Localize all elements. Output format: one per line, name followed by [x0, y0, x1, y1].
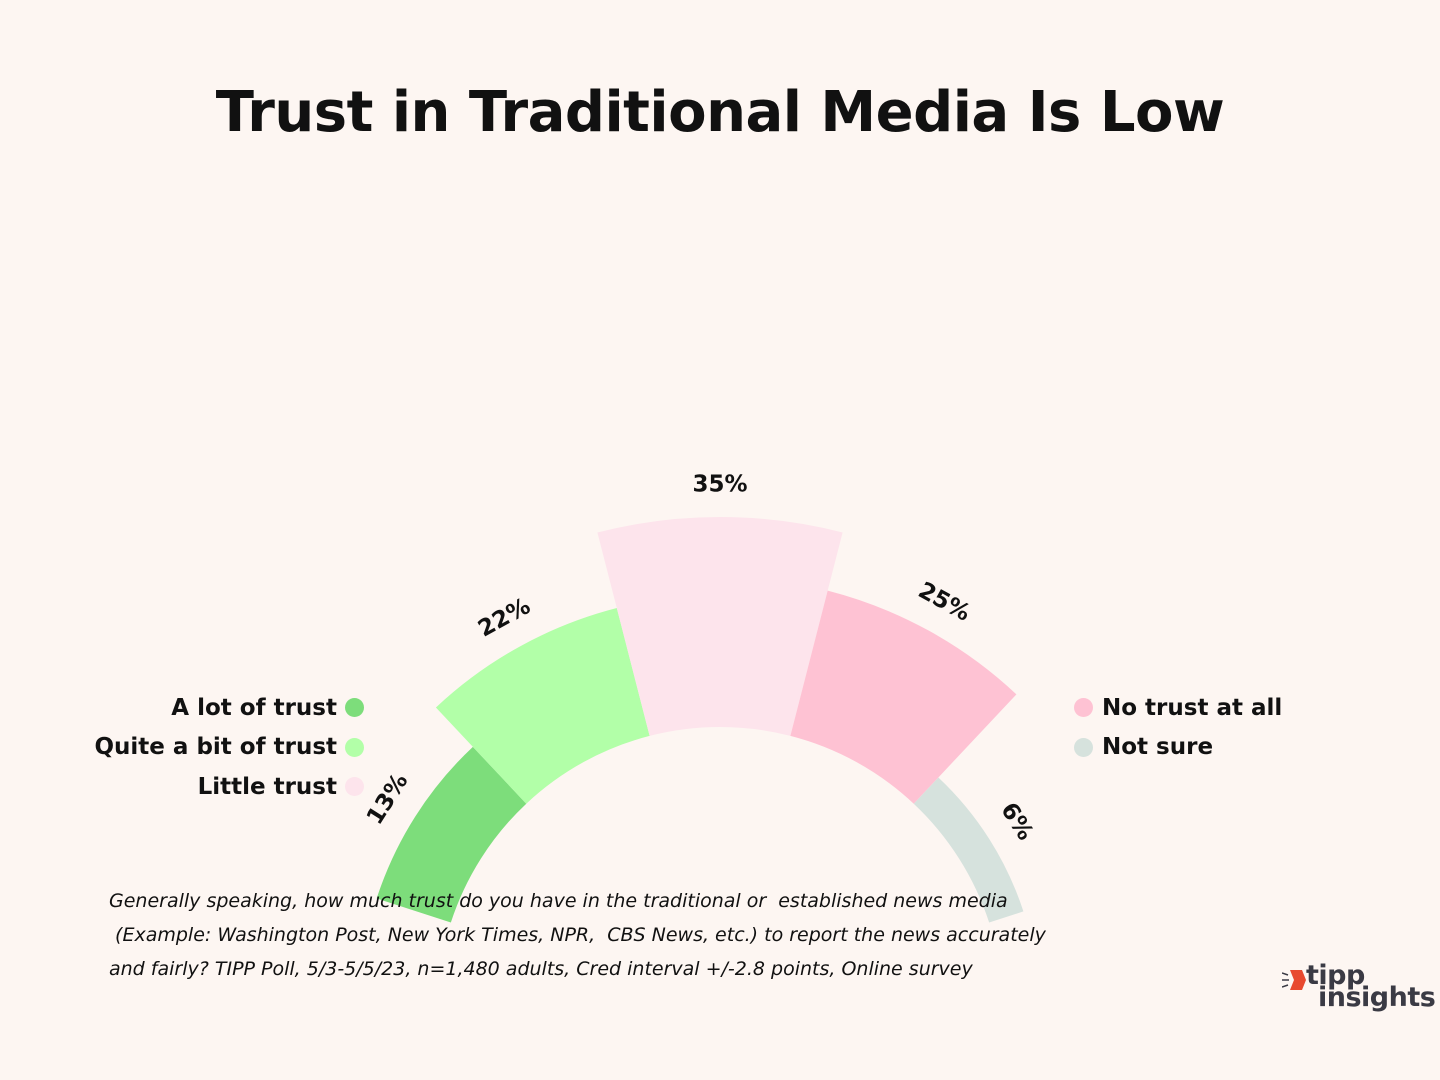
legend-label: Not sure — [1102, 734, 1214, 761]
footnote: Generally speaking, how much trust do yo… — [109, 884, 1109, 986]
bar-no-trust-at-all — [790, 590, 1017, 804]
logo-arrow-icon — [1282, 970, 1306, 990]
logo-text-tipp: tipp — [1306, 960, 1365, 991]
footnote-line: Generally speaking, how much trust do yo… — [109, 890, 1008, 912]
footnote-line: (Example: Washington Post, New York Time… — [109, 924, 1046, 946]
chart-title: Trust in Traditional Media Is Low — [215, 80, 1225, 145]
legend-item-quite-a-bit-of-trust: Quite a bit of trust — [94, 728, 364, 768]
legend-right: No trust at all Not sure — [1074, 688, 1282, 767]
footnote-line: and fairly? TIPP Poll, 5/3-5/5/23, n=1,4… — [109, 958, 973, 980]
legend-swatch — [1074, 698, 1093, 718]
legend-item-no-trust-at-all: No trust at all — [1074, 688, 1282, 728]
data-label: 6% — [995, 798, 1038, 845]
bar-little-trust — [597, 517, 843, 736]
legend-swatch — [345, 777, 364, 797]
legend-item-little-trust: Little trust — [95, 767, 364, 807]
data-label: 25% — [914, 577, 975, 626]
legend-swatch — [345, 698, 364, 718]
bar-quite-a-bit-of-trust — [435, 608, 650, 804]
legend-label: Little trust — [197, 773, 337, 800]
bar-not-sure — [913, 777, 1024, 923]
data-label: 13% — [362, 769, 413, 829]
legend-item-a-lot-of-trust: A lot of trust — [95, 688, 364, 728]
legend-label: Quite a bit of trust — [94, 734, 338, 761]
legend-left: A lot of trust Quite a bit of trust Litt… — [94, 688, 364, 807]
legend-swatch — [1074, 737, 1093, 757]
bar-a-lot-of-trust — [376, 746, 527, 923]
data-label: 22% — [474, 593, 535, 642]
logo-text-insights: insights — [1318, 982, 1436, 1013]
data-label: 35% — [692, 472, 747, 498]
legend-swatch — [345, 737, 364, 757]
legend-label: No trust at all — [1102, 694, 1283, 721]
legend-item-not-sure: Not sure — [1074, 728, 1282, 768]
legend-label: A lot of trust — [171, 694, 337, 721]
